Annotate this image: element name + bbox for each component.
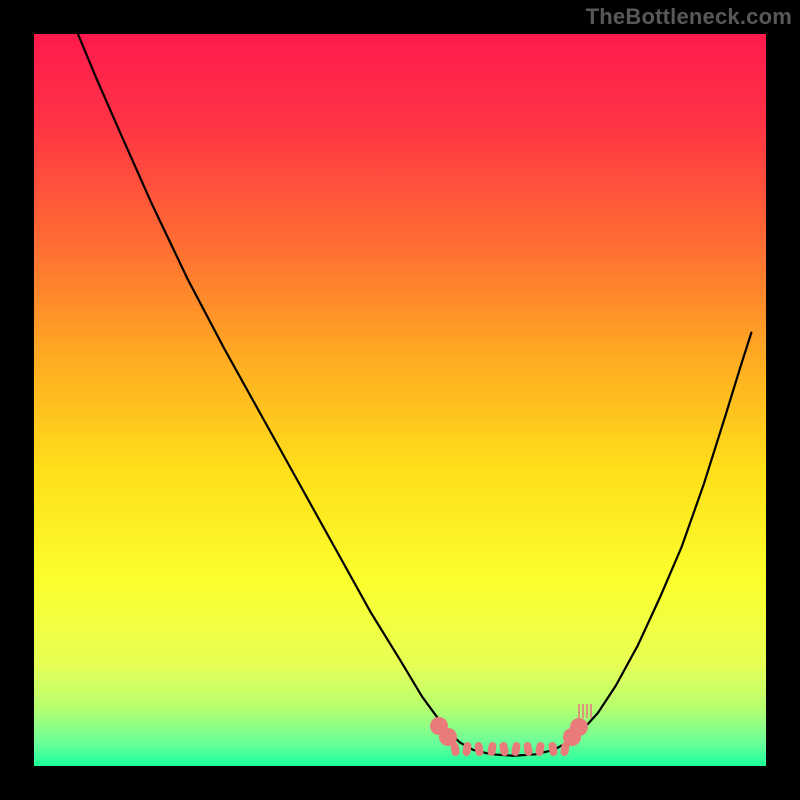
marker-tick bbox=[578, 704, 580, 718]
marker-tick bbox=[586, 704, 588, 718]
marker-dot bbox=[570, 718, 588, 736]
marker-dash bbox=[511, 742, 521, 757]
marker-tick bbox=[590, 704, 592, 718]
marker-tick bbox=[582, 704, 584, 718]
marker-dash bbox=[547, 742, 557, 757]
marker-dash bbox=[474, 742, 484, 757]
marker-dash bbox=[462, 742, 472, 757]
marker-dash bbox=[523, 742, 533, 757]
marker-dash bbox=[535, 742, 545, 757]
chart-root: TheBottleneck.com bbox=[0, 0, 800, 800]
watermark-text: TheBottleneck.com bbox=[586, 4, 792, 30]
plot-area bbox=[34, 34, 766, 766]
marker-dash bbox=[486, 742, 496, 757]
marker-layer bbox=[34, 34, 766, 766]
marker-dot bbox=[439, 728, 457, 746]
marker-dash bbox=[499, 742, 509, 757]
